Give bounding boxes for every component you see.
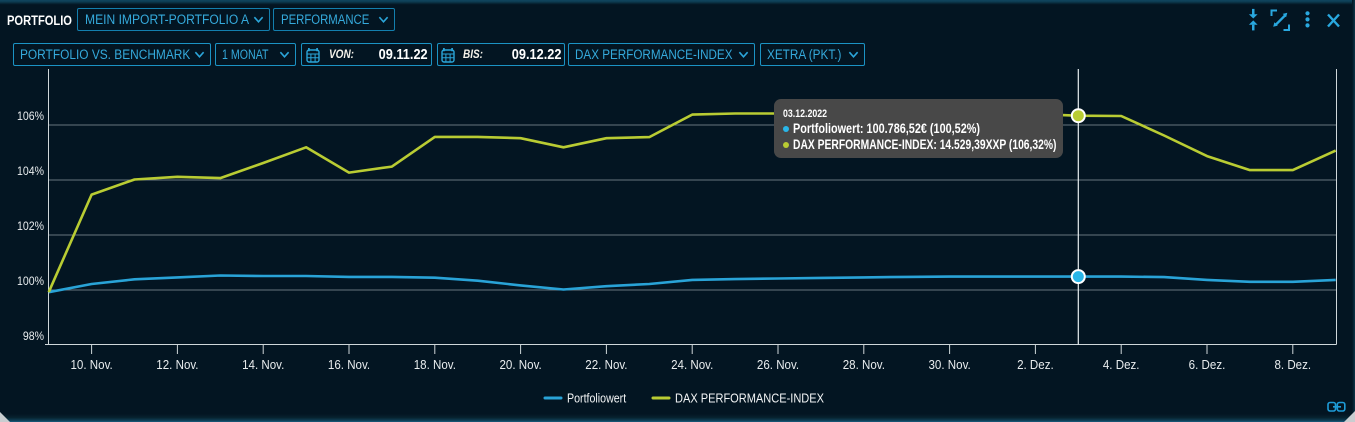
svg-text:98%: 98% bbox=[23, 330, 44, 343]
svg-text:102%: 102% bbox=[17, 220, 44, 233]
svg-text:2. Dez.: 2. Dez. bbox=[1017, 357, 1054, 372]
svg-text:104%: 104% bbox=[17, 165, 44, 178]
svg-text:24. Nov.: 24. Nov. bbox=[671, 357, 713, 372]
svg-text:12. Nov.: 12. Nov. bbox=[156, 357, 198, 372]
svg-text:6. Dez.: 6. Dez. bbox=[1189, 357, 1226, 372]
svg-text:DAX PERFORMANCE-INDEX: DAX PERFORMANCE-INDEX bbox=[675, 391, 824, 406]
svg-text:4. Dez.: 4. Dez. bbox=[1103, 357, 1140, 372]
svg-text:14. Nov.: 14. Nov. bbox=[242, 357, 284, 372]
svg-text:10. Nov.: 10. Nov. bbox=[70, 357, 112, 372]
svg-text:18. Nov.: 18. Nov. bbox=[414, 357, 456, 372]
svg-text:Portfoliowert: Portfoliowert bbox=[567, 390, 627, 405]
svg-text:22. Nov.: 22. Nov. bbox=[585, 357, 627, 372]
svg-text:26. Nov.: 26. Nov. bbox=[757, 357, 799, 372]
svg-text:106%: 106% bbox=[17, 110, 44, 123]
svg-text:28. Nov.: 28. Nov. bbox=[843, 357, 885, 372]
svg-text:16. Nov.: 16. Nov. bbox=[328, 357, 370, 372]
svg-text:8. Dez.: 8. Dez. bbox=[1274, 357, 1311, 372]
svg-text:100%: 100% bbox=[17, 275, 44, 288]
svg-text:30. Nov.: 30. Nov. bbox=[928, 357, 970, 372]
svg-text:20. Nov.: 20. Nov. bbox=[499, 357, 541, 372]
